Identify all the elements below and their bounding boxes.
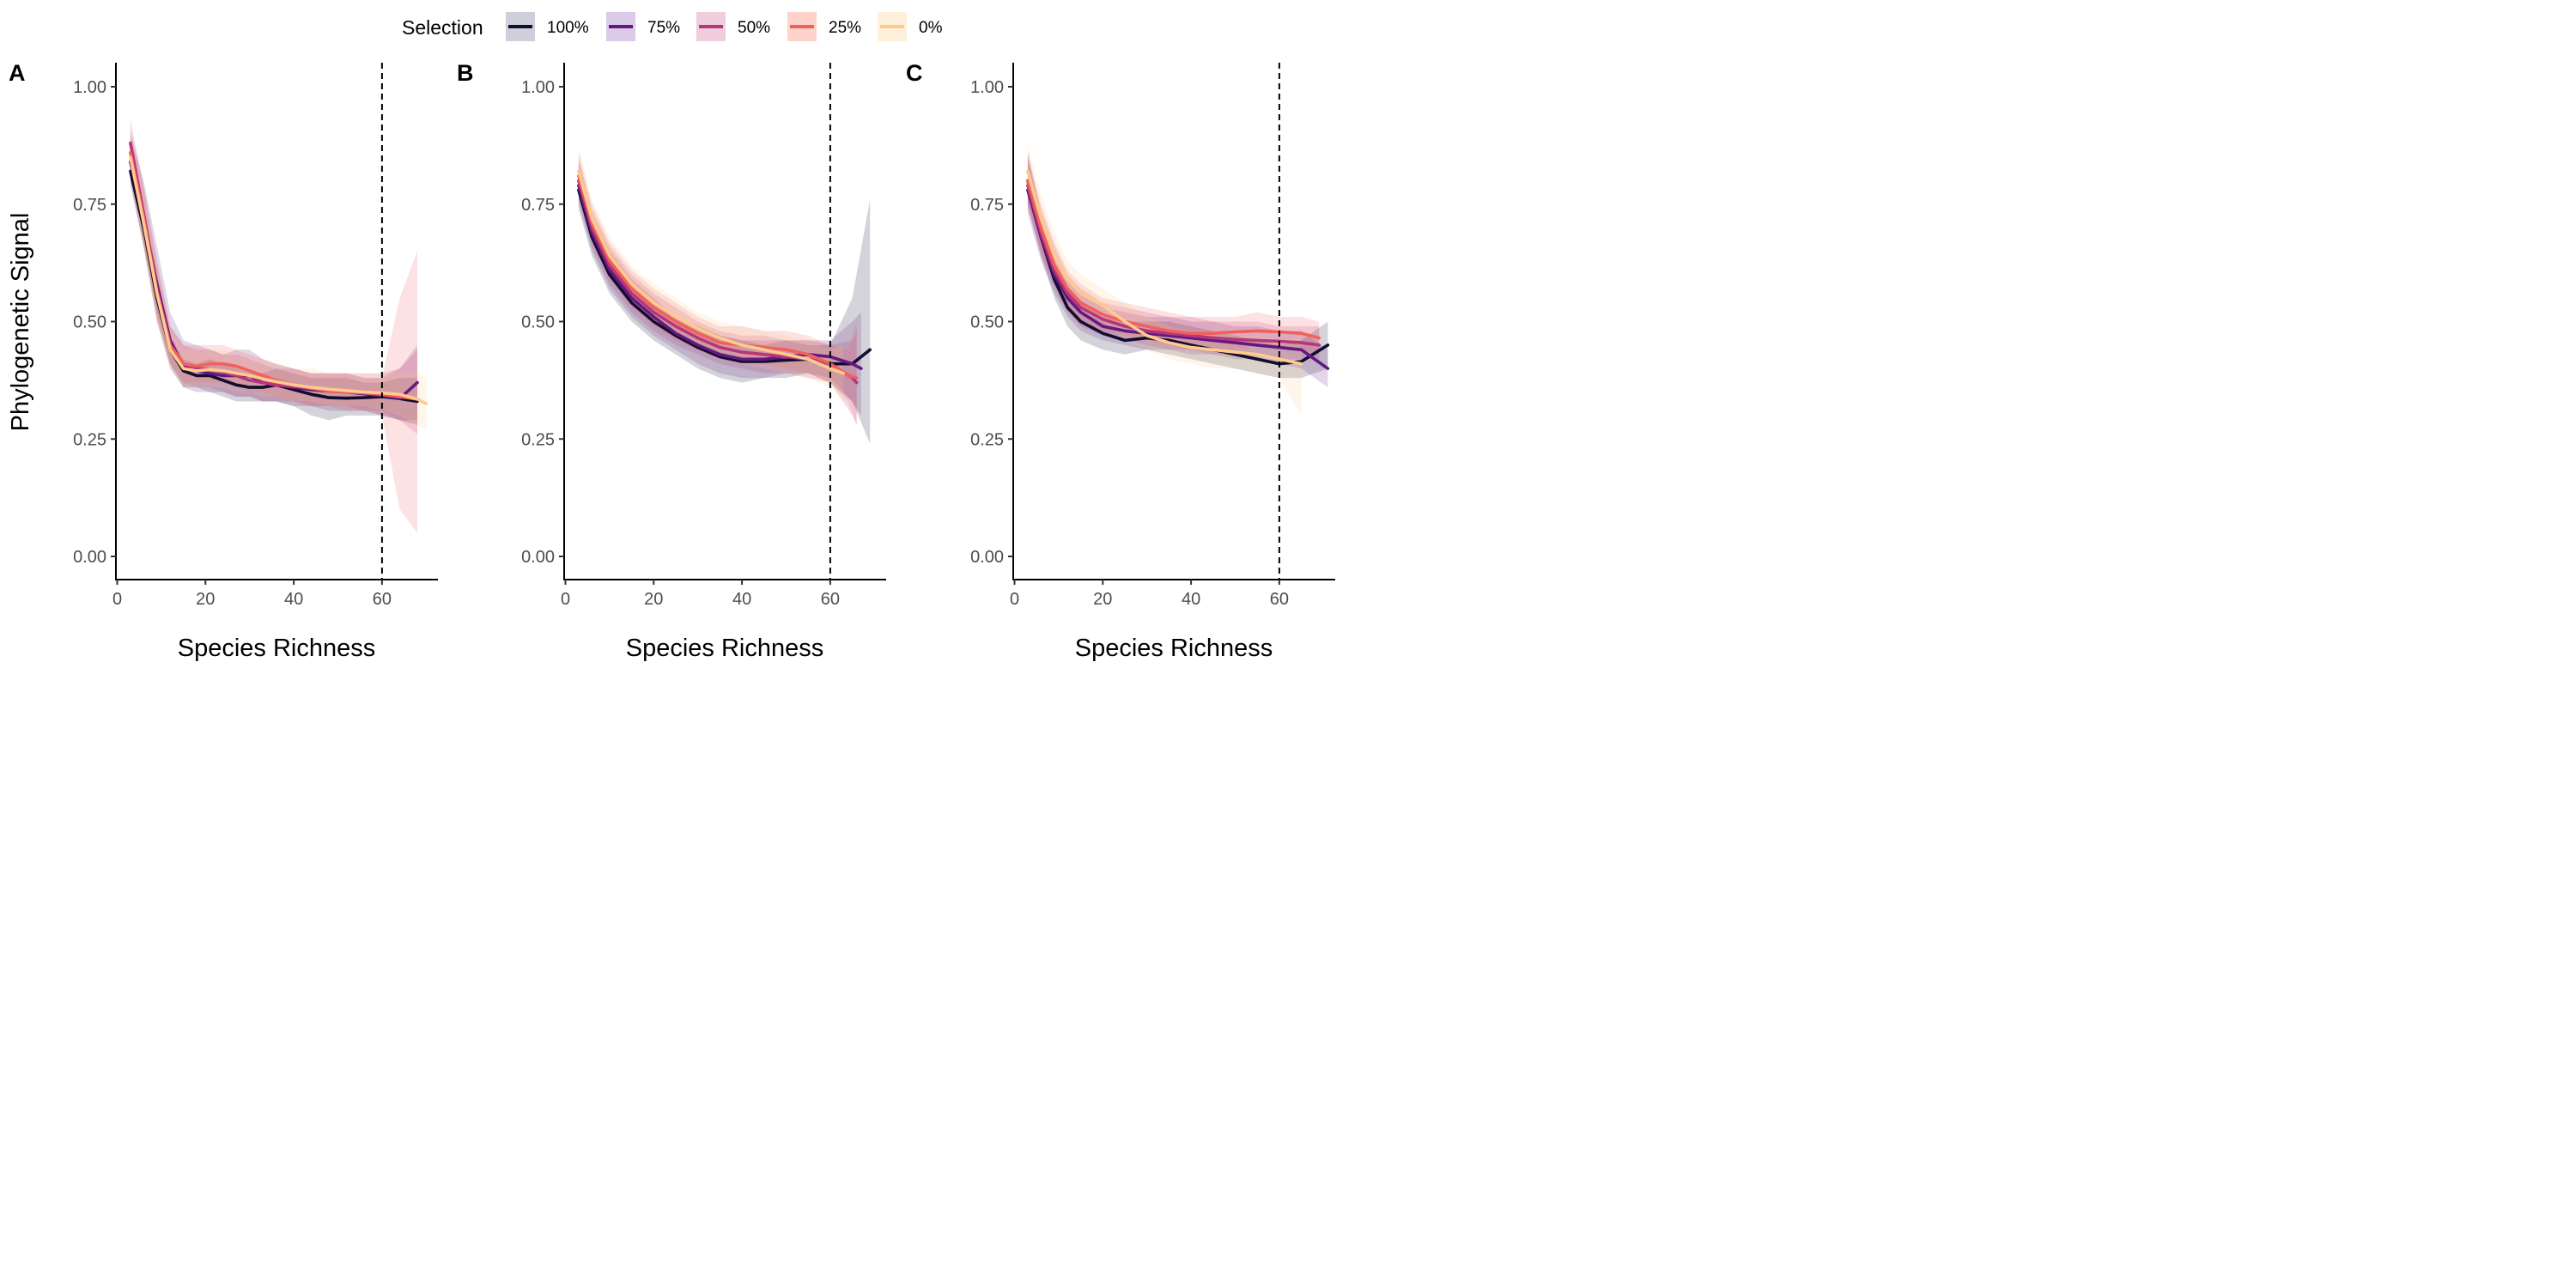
ribbon-0% bbox=[130, 133, 427, 430]
y-tick-label: 0.00 bbox=[521, 548, 555, 567]
panel-C: C 0.00 0.25 0.50 0.75 1.00 0 20 40 60 Species Rich… bbox=[906, 60, 1335, 662]
legend-item-4: 25% bbox=[787, 12, 861, 41]
legend-items: 100% 75% 50% 25% 0% bbox=[506, 12, 943, 41]
y-axis-title: Phylogenetic Signal bbox=[7, 213, 34, 432]
panel-label: B bbox=[457, 60, 474, 86]
panels: A 0.00 0.25 0.50 0.75 1.00 0 20 40 60 Species Rich… bbox=[9, 60, 1335, 662]
ribbon-50% bbox=[1027, 157, 1320, 360]
ribbon-100% bbox=[1027, 152, 1328, 379]
panel-A: A 0.00 0.25 0.50 0.75 1.00 0 20 40 60 Species Rich… bbox=[9, 60, 438, 662]
panel-B: B 0.00 0.25 0.50 0.75 1.00 0 20 40 60 Species Rich… bbox=[457, 60, 886, 662]
x-tick-label: 40 bbox=[732, 590, 751, 609]
series-line-50% bbox=[1026, 184, 1321, 347]
legend-item-1: 100% bbox=[506, 12, 589, 41]
series-line-25% bbox=[577, 174, 859, 380]
ribbon-100% bbox=[578, 171, 871, 444]
x-tick-label: 0 bbox=[561, 590, 570, 609]
legend-label: 75% bbox=[647, 19, 680, 37]
figure: Selection 100% 75% 50% 25% 0% A 0.00 0.25 0.50 0… bbox=[7, 12, 1335, 662]
legend-item-3: 50% bbox=[696, 12, 770, 41]
x-tick-label: 60 bbox=[373, 590, 392, 609]
confidence-ribbons bbox=[578, 148, 871, 444]
legend-label: 0% bbox=[919, 19, 943, 37]
panel-label: A bbox=[9, 60, 26, 86]
x-axis-title: Species Richness bbox=[626, 635, 824, 662]
y-tick-label: 1.00 bbox=[970, 78, 1004, 97]
x-tick-label: 60 bbox=[1270, 590, 1289, 609]
y-tick-label: 0.50 bbox=[73, 313, 106, 332]
y-tick-label: 1.00 bbox=[73, 78, 106, 97]
ribbon-0% bbox=[578, 148, 844, 402]
y-tick-label: 0.50 bbox=[970, 313, 1004, 332]
series-line-75% bbox=[1026, 188, 1330, 371]
x-tick-label: 60 bbox=[821, 590, 840, 609]
legend-title: Selection bbox=[402, 16, 483, 39]
x-axis-title: Species Richness bbox=[178, 635, 376, 662]
panel-label: C bbox=[906, 60, 923, 86]
series-lines bbox=[129, 141, 428, 406]
ribbon-75% bbox=[130, 133, 417, 421]
series-line-0% bbox=[129, 155, 428, 406]
ribbon-0% bbox=[1027, 143, 1302, 416]
x-tick-label: 0 bbox=[112, 590, 122, 609]
series-line-25% bbox=[1026, 179, 1321, 340]
series-line-0% bbox=[1026, 169, 1303, 366]
ribbon-50% bbox=[130, 119, 417, 434]
y-tick-label: 0.75 bbox=[73, 196, 106, 215]
legend-label: 100% bbox=[547, 19, 589, 37]
x-tick-label: 20 bbox=[1093, 590, 1112, 609]
x-tick-label: 40 bbox=[1182, 590, 1200, 609]
x-axis-title: Species Richness bbox=[1075, 635, 1273, 662]
y-tick-label: 0.50 bbox=[521, 313, 555, 332]
x-tick-label: 0 bbox=[1010, 590, 1019, 609]
y-tick-label: 1.00 bbox=[521, 78, 555, 97]
legend-item-5: 0% bbox=[878, 12, 943, 41]
series-lines bbox=[577, 169, 872, 385]
x-tick-label: 40 bbox=[284, 590, 303, 609]
legend: Selection 100% 75% 50% 25% 0% bbox=[402, 12, 943, 41]
legend-item-2: 75% bbox=[606, 12, 680, 41]
legend-label: 25% bbox=[829, 19, 861, 37]
y-tick-label: 0.00 bbox=[970, 548, 1004, 567]
y-tick-label: 0.25 bbox=[521, 430, 555, 449]
y-tick-label: 0.00 bbox=[73, 548, 106, 567]
series-lines bbox=[1026, 169, 1330, 371]
legend-label: 50% bbox=[738, 19, 770, 37]
x-tick-label: 20 bbox=[196, 590, 215, 609]
series-line-0% bbox=[577, 169, 846, 375]
y-tick-label: 0.75 bbox=[521, 196, 555, 215]
x-tick-label: 20 bbox=[644, 590, 663, 609]
confidence-ribbons bbox=[1027, 143, 1328, 416]
y-tick-label: 0.75 bbox=[970, 196, 1004, 215]
y-tick-label: 0.25 bbox=[73, 430, 106, 449]
series-line-75% bbox=[577, 184, 863, 371]
y-tick-label: 0.25 bbox=[970, 430, 1004, 449]
